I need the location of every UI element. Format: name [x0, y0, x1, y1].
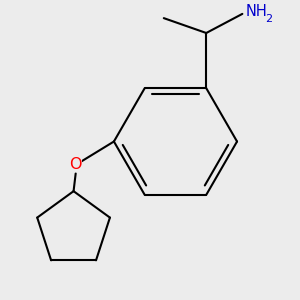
Text: 2: 2 [265, 14, 272, 24]
Text: O: O [69, 158, 82, 172]
Text: NH: NH [246, 4, 268, 19]
